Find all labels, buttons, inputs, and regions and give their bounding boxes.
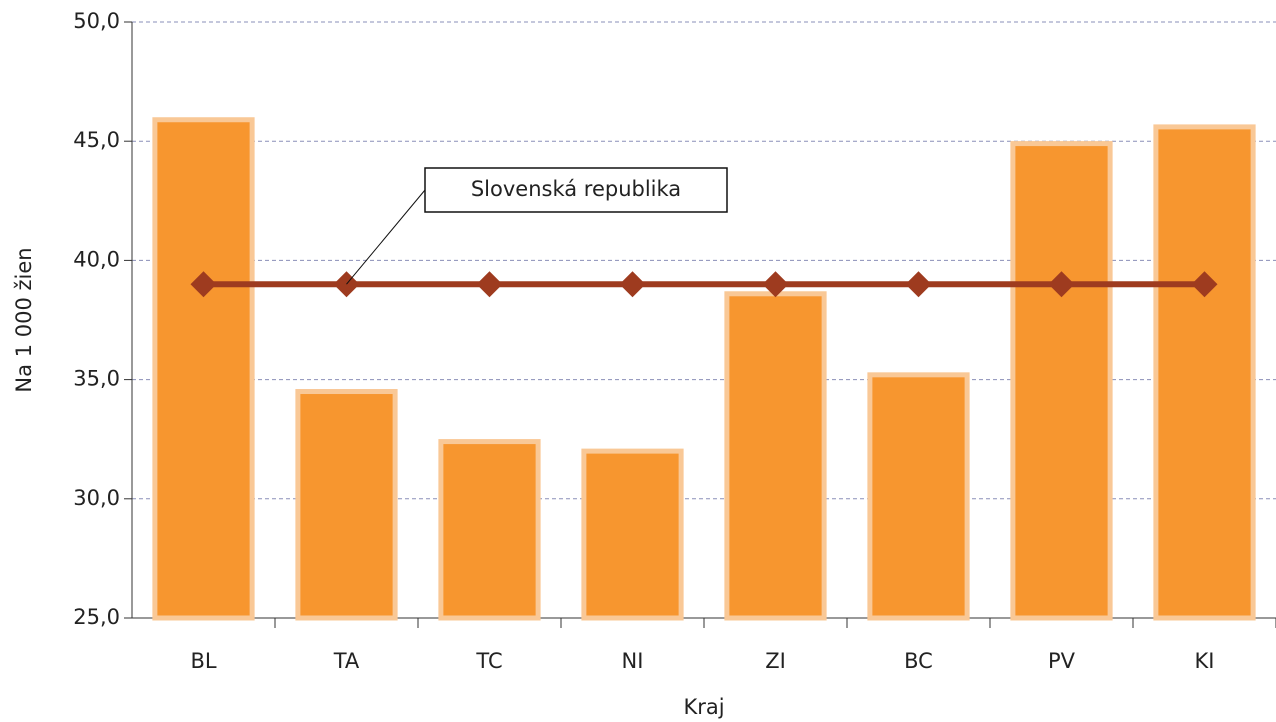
x-tick-label: TA (333, 649, 360, 673)
bar (152, 117, 255, 621)
y-tick-label: 40,0 (73, 247, 120, 271)
bar (1153, 124, 1256, 621)
y-tick-label: 25,0 (73, 605, 120, 629)
line-marker (190, 271, 217, 298)
line-marker (1048, 271, 1075, 298)
y-axis-label: Na 1 000 žien (12, 247, 36, 392)
x-tick-label: TC (475, 649, 502, 673)
x-tick-label: NI (622, 649, 644, 673)
y-tick-label: 35,0 (73, 367, 120, 391)
x-tick-label: ZI (765, 649, 786, 673)
y-tick-label: 50,0 (73, 9, 120, 33)
line-marker (476, 271, 503, 298)
annotation: Slovenská republika (471, 177, 681, 201)
annotation-box (424, 167, 728, 213)
x-axis-label: Kraj (683, 695, 724, 719)
x-tick-label: PV (1048, 649, 1076, 673)
line-marker (619, 271, 646, 298)
x-tick-label: BC (904, 649, 933, 673)
x-tick-label: BL (190, 649, 216, 673)
bar (724, 291, 827, 621)
y-tick-label: 45,0 (73, 128, 120, 152)
y-tick-label: 30,0 (73, 486, 120, 510)
line-marker (762, 271, 789, 298)
bar (295, 389, 398, 621)
annotation-leader (346, 189, 426, 285)
x-tick-label: KI (1195, 649, 1215, 673)
bar (867, 372, 970, 621)
line-marker (1191, 271, 1218, 298)
line-marker (905, 271, 932, 298)
bar (438, 439, 541, 621)
bar (581, 448, 684, 621)
bar (1010, 141, 1113, 621)
